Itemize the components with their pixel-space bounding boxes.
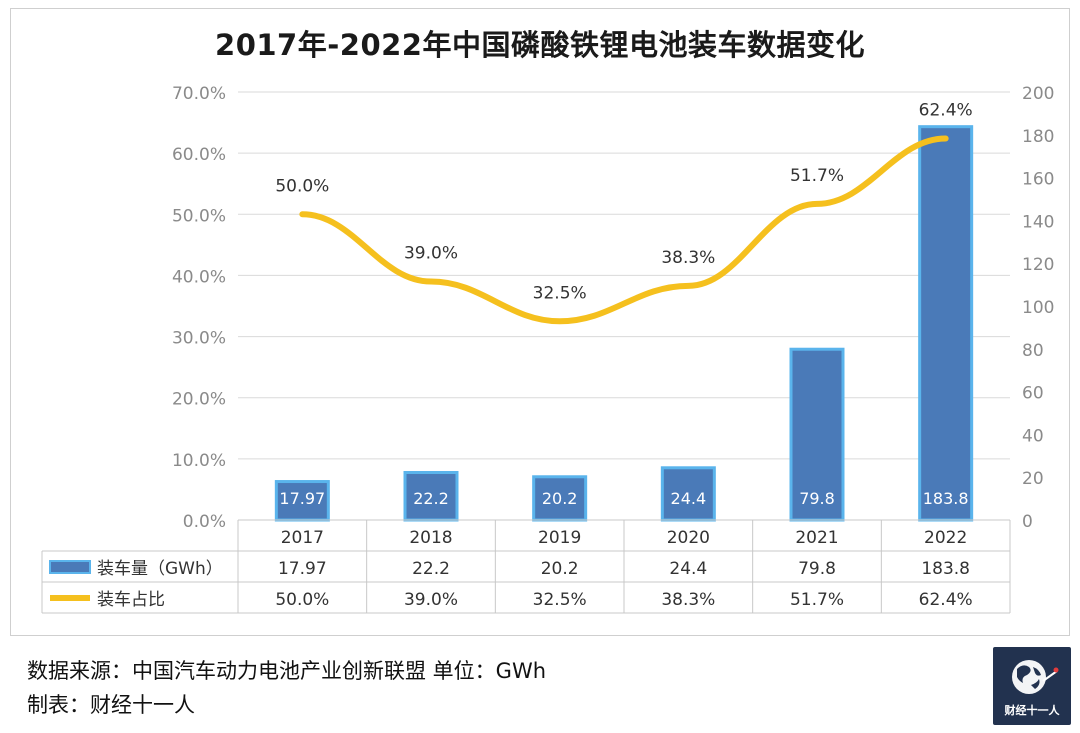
y-left-tick-label: 50.0%	[172, 206, 226, 226]
chart-svg: 0.0% 10.0% 20.0% 30.0% 40.0% 50.0% 60.0% 70.0% 0…	[41, 84, 1054, 614]
line-data-label: 39.0%	[404, 244, 458, 264]
logo-text: 财经十一人	[1004, 704, 1060, 717]
table-cell: 17.97	[278, 559, 327, 579]
table-cell: 32.5%	[533, 590, 587, 610]
y-left-tick-label: 30.0%	[172, 329, 226, 349]
line-point	[430, 280, 432, 283]
y-right-tick-label: 200	[1022, 84, 1054, 104]
y-right-tick-label: 160	[1022, 170, 1054, 190]
y-right-tick-label: 120	[1022, 255, 1054, 275]
table-cell: 183.8	[921, 559, 970, 579]
table-cell: 22.2	[412, 559, 450, 579]
line-point	[816, 202, 818, 205]
bar	[918, 125, 974, 522]
series-line	[299, 135, 949, 325]
table-cell: 79.8	[798, 559, 836, 579]
line-data-label: 38.3%	[661, 248, 715, 268]
x-tick-label: 2022	[924, 528, 967, 548]
y-left-tick-label: 70.0%	[172, 84, 226, 104]
logo: 财经十一人	[993, 647, 1071, 725]
y-left-tick-label: 10.0%	[172, 451, 226, 471]
line-data-label: 62.4%	[919, 100, 973, 120]
bar-data-label: 183.8	[923, 489, 969, 508]
bar-data-label: 22.2	[413, 489, 449, 508]
y-right-tick-label: 140	[1022, 212, 1054, 232]
legend-swatch-bar	[49, 560, 91, 574]
y-right-tick-label: 60	[1022, 384, 1044, 404]
y-left-tick-label: 20.0%	[172, 390, 226, 410]
bar	[532, 475, 588, 522]
line-data-label: 32.5%	[533, 283, 587, 303]
table-cell: 39.0%	[404, 590, 458, 610]
line-data-label: 50.0%	[275, 176, 329, 196]
x-tick-label: 2017	[281, 528, 324, 548]
line-point	[687, 284, 690, 287]
y-right-tick-label: 80	[1022, 341, 1044, 361]
bar	[274, 480, 330, 522]
x-tick-label: 2020	[667, 528, 710, 548]
x-tick-label: 2019	[538, 528, 581, 548]
x-tick-label: 2018	[409, 528, 452, 548]
bar-data-label: 17.97	[279, 489, 325, 508]
chart-title: 2017年-2022年中国磷酸铁锂电池装车数据变化	[215, 28, 865, 62]
y-right-tick-label: 20	[1022, 469, 1044, 489]
maker-note: 制表：财经十一人	[27, 693, 195, 717]
legend-label: 装车量（GWh）	[97, 559, 223, 579]
y-right-tick-label: 0	[1022, 512, 1033, 532]
table-cell: 38.3%	[661, 590, 715, 610]
source-note: 数据来源：中国汽车动力电池产业创新联盟 单位：GWh	[27, 659, 547, 683]
table-cell: 24.4	[669, 559, 707, 579]
line-point	[944, 137, 947, 140]
table-cell: 20.2	[541, 559, 579, 579]
line-point	[558, 320, 561, 323]
y-right-tick-label: 100	[1022, 298, 1054, 318]
y-right-tick-label: 180	[1022, 127, 1054, 147]
y-left-tick-label: 0.0%	[183, 512, 226, 532]
bar-data-label: 79.8	[799, 489, 835, 508]
bar	[660, 466, 716, 522]
y-right-tick-label: 40	[1022, 426, 1044, 446]
y-left-tick-label: 40.0%	[172, 267, 226, 287]
table-cell: 50.0%	[275, 590, 329, 610]
table-cell: 51.7%	[790, 590, 844, 610]
x-tick-label: 2021	[795, 528, 838, 548]
globe-icon	[1012, 660, 1059, 694]
y-left-tick-label: 60.0%	[172, 145, 226, 165]
bar-data-label: 20.2	[542, 489, 578, 508]
bar	[789, 347, 845, 522]
table-cell: 62.4%	[919, 590, 973, 610]
bar-data-label: 24.4	[671, 489, 707, 508]
line-point	[301, 213, 304, 216]
legend-label: 装车占比	[97, 590, 165, 610]
line-data-label: 51.7%	[790, 166, 844, 186]
